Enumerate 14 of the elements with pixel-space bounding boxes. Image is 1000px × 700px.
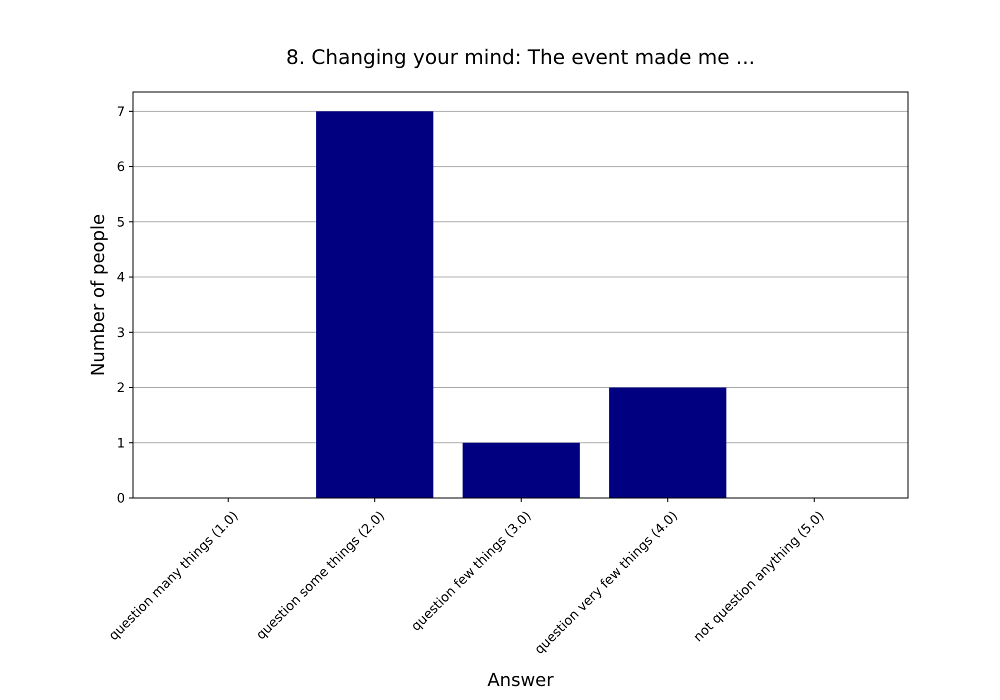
chart-title: 8. Changing your mind: The event made me ... — [286, 45, 756, 69]
y-tick-label: 0 — [116, 492, 125, 507]
y-axis-title: Number of people — [88, 214, 109, 376]
bar — [609, 388, 726, 498]
y-tick-label: 5 — [116, 215, 125, 230]
y-tick-label: 2 — [116, 381, 125, 396]
y-tick-label: 4 — [116, 270, 125, 286]
y-tick-label: 7 — [116, 104, 125, 120]
y-tick-label: 6 — [116, 160, 125, 176]
bar — [462, 442, 580, 498]
y-tick-label: 3 — [116, 326, 125, 341]
y-tick-label: 1 — [116, 436, 125, 452]
x-axis-title: Answer — [487, 670, 554, 691]
bar — [316, 111, 434, 498]
